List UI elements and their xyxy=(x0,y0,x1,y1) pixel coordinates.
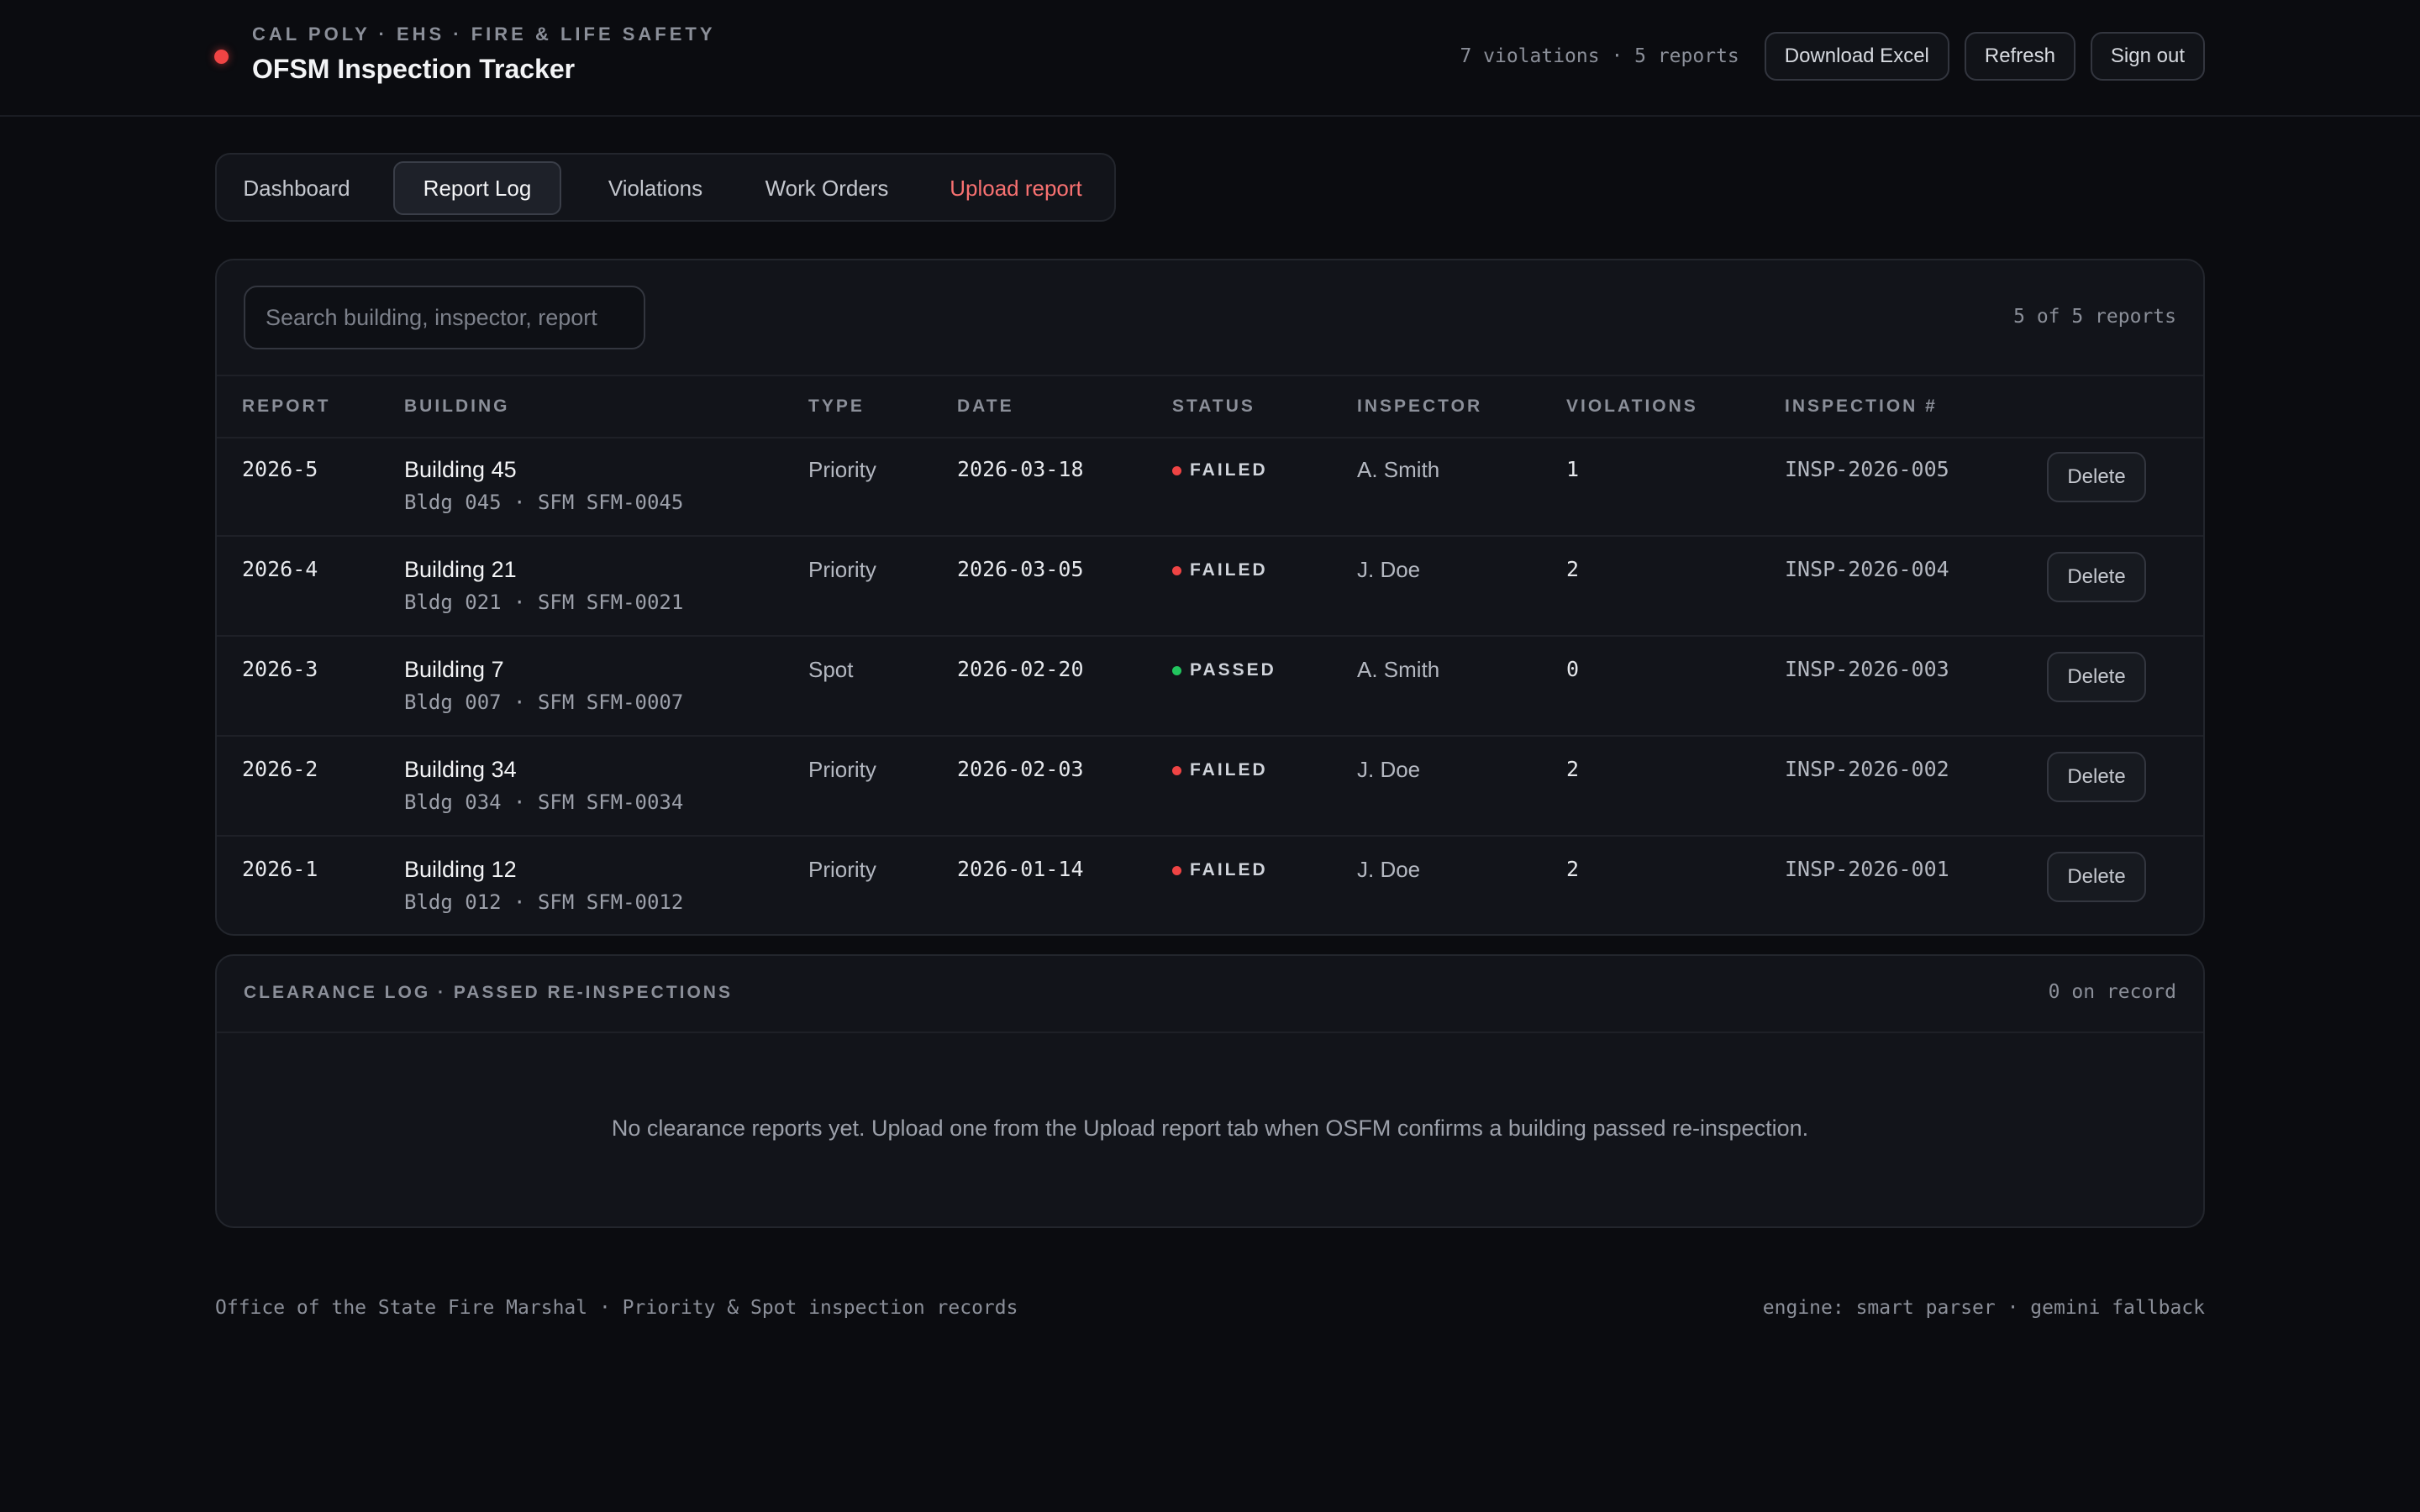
status-label: PASSED xyxy=(1190,660,1276,680)
table-row: 2026-2 Building 34 Bldg 034 · SFM SFM-00… xyxy=(217,735,2203,837)
col-violations: VIOLATIONS xyxy=(1566,396,1698,416)
report-date: 2026-03-18 xyxy=(957,457,1084,481)
table-row: 2026-3 Building 7 Bldg 007 · SFM SFM-000… xyxy=(217,635,2203,737)
app-title: OFSM Inspection Tracker xyxy=(252,54,576,84)
col-inspector: INSPECTOR xyxy=(1357,396,1483,416)
report-date: 2026-03-05 xyxy=(957,557,1084,581)
building-name: Building 34 xyxy=(404,757,517,782)
table-header: REPORT BUILDING TYPE DATE STATUS INSPECT… xyxy=(217,375,2203,438)
status-badge: FAILED xyxy=(1172,460,1268,480)
table-row: 2026-4 Building 21 Bldg 021 · SFM SFM-00… xyxy=(217,535,2203,637)
inspection-number: INSP-2026-004 xyxy=(1785,557,1949,581)
clearance-empty-state: No clearance reports yet. Upload one fro… xyxy=(611,1116,1809,1141)
col-inspection-no: INSPECTION # xyxy=(1785,396,1938,416)
tab-bar: Dashboard Report Log Violations Work Ord… xyxy=(215,153,1116,222)
report-id: 2026-4 xyxy=(242,557,318,581)
report-type: Spot xyxy=(808,657,854,682)
report-type: Priority xyxy=(808,557,876,582)
tab-report-log[interactable]: Report Log xyxy=(393,161,561,215)
clearance-log-card: CLEARANCE LOG · PASSED RE-INSPECTIONS 0 … xyxy=(215,954,2205,1228)
col-building: BUILDING xyxy=(404,396,510,416)
violation-count: 0 xyxy=(1566,657,1580,681)
building-name: Building 7 xyxy=(404,657,504,682)
report-id: 2026-1 xyxy=(242,857,318,881)
status-badge: FAILED xyxy=(1172,760,1268,780)
report-id: 2026-3 xyxy=(242,657,318,681)
report-log-card: 5 of 5 reports REPORT BUILDING TYPE DATE… xyxy=(215,259,2205,936)
inspector-name: A. Smith xyxy=(1357,657,1440,682)
tab-dashboard[interactable]: Dashboard xyxy=(243,175,350,201)
report-type: Priority xyxy=(808,457,876,482)
col-type: TYPE xyxy=(808,396,865,416)
inspection-number: INSP-2026-005 xyxy=(1785,457,1949,481)
violation-count: 2 xyxy=(1566,757,1580,781)
col-report: REPORT xyxy=(242,396,331,416)
status-label: FAILED xyxy=(1190,460,1268,480)
delete-button[interactable]: Delete xyxy=(2047,452,2146,502)
sign-out-button[interactable]: Sign out xyxy=(2090,32,2205,81)
status-dot-icon xyxy=(1172,665,1181,675)
status-dot-icon xyxy=(1172,865,1181,875)
building-name: Building 21 xyxy=(404,557,517,582)
status-dot-icon xyxy=(1172,465,1181,475)
inspector-name: J. Doe xyxy=(1357,757,1421,782)
clearance-header: CLEARANCE LOG · PASSED RE-INSPECTIONS 0 … xyxy=(217,956,2203,1033)
inspector-name: A. Smith xyxy=(1357,457,1440,482)
status-label: FAILED xyxy=(1190,560,1268,580)
clearance-title: CLEARANCE LOG · PASSED RE-INSPECTIONS xyxy=(244,983,733,1002)
app-header: CAL POLY · EHS · FIRE & LIFE SAFETY OFSM… xyxy=(0,0,2420,117)
inspector-name: J. Doe xyxy=(1357,557,1421,582)
delete-button[interactable]: Delete xyxy=(2047,852,2146,902)
report-date: 2026-01-14 xyxy=(957,857,1084,881)
col-date: DATE xyxy=(957,396,1014,416)
building-sub: Bldg 021 · SFM SFM-0021 xyxy=(404,591,684,614)
violation-count: 2 xyxy=(1566,557,1580,581)
inspector-name: J. Doe xyxy=(1357,857,1421,882)
building-name: Building 45 xyxy=(404,457,517,482)
violation-count: 2 xyxy=(1566,857,1580,881)
report-type: Priority xyxy=(808,757,876,782)
clearance-count: 0 on record xyxy=(2048,981,2176,1003)
building-sub: Bldg 045 · SFM SFM-0045 xyxy=(404,491,684,514)
inspection-number: INSP-2026-001 xyxy=(1785,857,1949,881)
status-badge: FAILED xyxy=(1172,560,1268,580)
inspection-number: INSP-2026-003 xyxy=(1785,657,1949,681)
footer-engine: engine: smart parser · gemini fallback xyxy=(1762,1297,2205,1319)
refresh-button[interactable]: Refresh xyxy=(1964,32,2075,81)
violation-count: 1 xyxy=(1566,457,1580,481)
status-dot-icon xyxy=(1172,565,1181,575)
status-badge: FAILED xyxy=(1172,860,1268,880)
search-input[interactable] xyxy=(244,286,645,349)
status-dot-icon xyxy=(214,50,229,64)
org-eyebrow: CAL POLY · EHS · FIRE & LIFE SAFETY xyxy=(252,24,716,45)
report-date: 2026-02-20 xyxy=(957,657,1084,681)
delete-button[interactable]: Delete xyxy=(2047,652,2146,702)
status-dot-icon xyxy=(1172,765,1181,775)
delete-button[interactable]: Delete xyxy=(2047,752,2146,802)
summary-counts: 7 violations · 5 reports xyxy=(1460,45,1739,67)
tab-violations[interactable]: Violations xyxy=(608,175,703,201)
col-status: STATUS xyxy=(1172,396,1255,416)
status-badge: PASSED xyxy=(1172,660,1276,680)
tab-upload-report[interactable]: Upload report xyxy=(950,175,1082,201)
tab-work-orders[interactable]: Work Orders xyxy=(765,175,889,201)
report-id: 2026-2 xyxy=(242,757,318,781)
inspection-number: INSP-2026-002 xyxy=(1785,757,1949,781)
table-row: 2026-1 Building 12 Bldg 012 · SFM SFM-00… xyxy=(217,835,2203,935)
report-id: 2026-5 xyxy=(242,457,318,481)
status-label: FAILED xyxy=(1190,760,1268,780)
report-date: 2026-02-03 xyxy=(957,757,1084,781)
building-sub: Bldg 034 · SFM SFM-0034 xyxy=(404,790,684,814)
header-actions: 7 violations · 5 reports Download Excel … xyxy=(1460,32,2205,81)
table-row: 2026-5 Building 45 Bldg 045 · SFM SFM-00… xyxy=(217,435,2203,537)
status-label: FAILED xyxy=(1190,860,1268,879)
delete-button[interactable]: Delete xyxy=(2047,552,2146,602)
result-count: 5 of 5 reports xyxy=(2013,306,2176,328)
building-sub: Bldg 012 · SFM SFM-0012 xyxy=(404,890,684,914)
building-name: Building 12 xyxy=(404,857,517,882)
report-type: Priority xyxy=(808,857,876,882)
footer-note: Office of the State Fire Marshal · Prior… xyxy=(215,1297,1018,1319)
building-sub: Bldg 007 · SFM SFM-0007 xyxy=(404,690,684,714)
download-excel-button[interactable]: Download Excel xyxy=(1764,32,1949,81)
